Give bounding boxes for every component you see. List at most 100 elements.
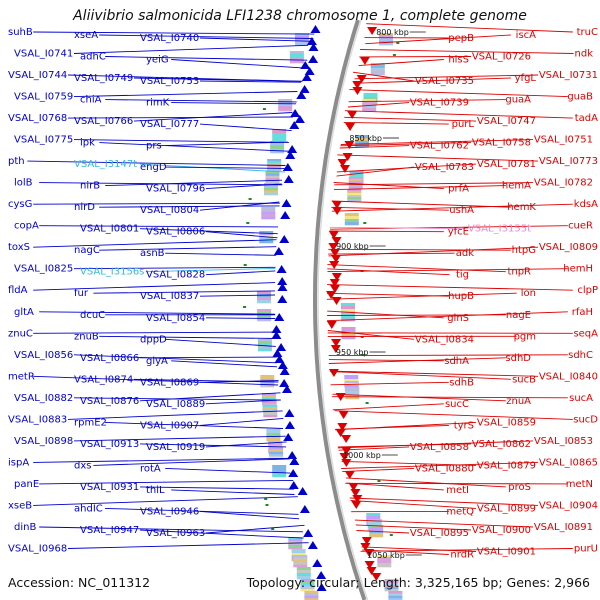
label-leader-line (205, 270, 276, 276)
minus-strand-marker (243, 306, 246, 308)
plus-strand-gene-label: proS (508, 482, 531, 493)
plus-strand-gene (337, 423, 348, 431)
plus-strand-gene (359, 57, 370, 65)
plus-strand-gene-label: VSAL_I0853 (534, 436, 593, 447)
minus-strand-gene (279, 379, 290, 387)
right-gene-label-group: VSAL_I0731 (354, 70, 598, 81)
plus-strand-marker (377, 480, 381, 482)
plus-strand-gene-label: prfA (448, 184, 469, 195)
plus-strand-gene-label: purU (574, 544, 598, 555)
plus-strand-gene-label: hemA (502, 181, 531, 192)
label-leader-line (139, 443, 287, 448)
minus-strand-gene-label: rpmE2 (74, 417, 107, 428)
left-gene-label-group: VSAL_I0931 (80, 482, 294, 493)
label-leader-line (165, 338, 276, 347)
plus-strand-gene (347, 111, 358, 119)
plus-strand-gene-label: hupB (448, 291, 474, 302)
left-gene-label-group: xseA (74, 30, 314, 41)
minus-strand-gene (290, 109, 301, 117)
left-gene-label-group: fur (74, 288, 276, 299)
label-leader-line (165, 166, 285, 169)
left-gene-label-group: VSAL_I0866 (80, 353, 277, 364)
left-gene-label-group: VSAL_I3147t (74, 159, 285, 173)
feature-tracks (243, 25, 403, 600)
right-gene-label-group: VSAL_I0762 (339, 141, 469, 152)
left-gene-label-group: VSAL_I0946 (140, 506, 300, 520)
label-leader-line (133, 77, 302, 82)
label-leader-line (350, 500, 477, 509)
minus-strand-gene (310, 25, 321, 33)
minus-strand-gene-label: xseB (8, 500, 32, 511)
right-gene-label-group: sucC (332, 399, 469, 411)
left-gene-label-group: VSAL_I0883 (8, 410, 283, 425)
left-gene-label-group: rotA (140, 463, 291, 474)
left-gene-label-group: VSAL_I0759 (14, 91, 298, 103)
right-gene-label-group: nrdR (362, 549, 474, 561)
plus-strand-gene (331, 237, 342, 245)
left-gene-label-group: VSAL_I0889 (146, 399, 281, 410)
label-leader-line (338, 446, 410, 451)
right-gene-label-group: clpP (327, 284, 598, 296)
plus-strand-gene-label: metI (446, 485, 469, 496)
label-leader-line (332, 403, 444, 411)
minus-strand-cds-block (300, 579, 315, 592)
plus-strand-gene-label: sdhB (449, 377, 474, 388)
minus-strand-cds-block (278, 99, 293, 112)
minus-strand-gene-label: gltA (14, 307, 34, 318)
plus-strand-gene-label: VSAL_I0834 (415, 334, 474, 345)
label-leader-line (326, 292, 517, 300)
minus-strand-gene-label: VSAL_I0801 (80, 224, 139, 235)
label-leader-line (205, 317, 276, 319)
label-leader-line (353, 77, 511, 84)
right-gene-label-group: truC (366, 23, 598, 38)
minus-strand-marker (265, 504, 269, 506)
plus-strand-gene (371, 573, 382, 581)
label-leader-line (339, 145, 410, 149)
plus-strand-gene (344, 141, 355, 149)
right-gene-label-group: znuA (332, 393, 531, 407)
label-leader-line (332, 396, 568, 399)
right-gene-label-group: VSAL_I3155t (329, 224, 531, 235)
left-gene-label-group: panE (14, 479, 294, 490)
label-leader-line (329, 226, 466, 230)
minus-strand-gene-label: adhC (80, 52, 106, 63)
left-gene-label-group: VSAL_I0825 (14, 264, 276, 275)
plus-strand-gene-label: nagE (506, 310, 531, 321)
minus-strand-gene-label: toxS (8, 242, 30, 253)
label-leader-line (330, 370, 539, 377)
label-leader-line (354, 74, 539, 80)
label-leader-line (199, 80, 302, 83)
label-leader-line (33, 457, 290, 463)
plus-strand-gene (335, 429, 346, 437)
plus-strand-gene-label: VSAL_I0739 (410, 98, 469, 109)
plus-strand-gene-label: VSAL_I0762 (410, 141, 469, 152)
label-leader-line (99, 142, 289, 152)
left-gene-label-group: VSAL_I0947 (80, 525, 304, 539)
left-gene-label-group: VSAL_I0766 (74, 112, 293, 127)
plus-strand-marker (365, 402, 369, 404)
plus-strand-gene-label: ushA (449, 205, 474, 216)
label-leader-line (340, 142, 472, 147)
plus-strand-gene (337, 159, 348, 167)
label-leader-line (73, 435, 286, 442)
right-gene-label-group: metN (345, 479, 593, 490)
label-leader-line (349, 497, 539, 506)
plus-strand-gene-label: VSAL_I0865 (539, 457, 598, 468)
label-leader-line (39, 526, 304, 533)
plus-strand-gene-label: kdsA (574, 199, 598, 210)
label-leader-line (328, 359, 444, 362)
minus-strand-gene-label: VSAL_I0837 (140, 291, 199, 302)
right-gene-label-group: iscA (365, 30, 536, 45)
right-gene-label-group: sdhA (328, 356, 469, 367)
left-gene-label-group: VSAL_I0913 (80, 439, 287, 450)
plus-strand-gene-label: VSAL_I0751 (534, 135, 593, 146)
label-leader-line (335, 424, 449, 430)
plus-strand-gene-label: VSAL_I0880 (415, 463, 474, 474)
plus-strand-gene-label: sucA (569, 393, 593, 404)
minus-strand-gene (277, 295, 288, 303)
label-leader-line (205, 524, 305, 534)
right-gene-label-group: VSAL_I0739 (348, 98, 469, 109)
label-leader-line (348, 99, 506, 103)
